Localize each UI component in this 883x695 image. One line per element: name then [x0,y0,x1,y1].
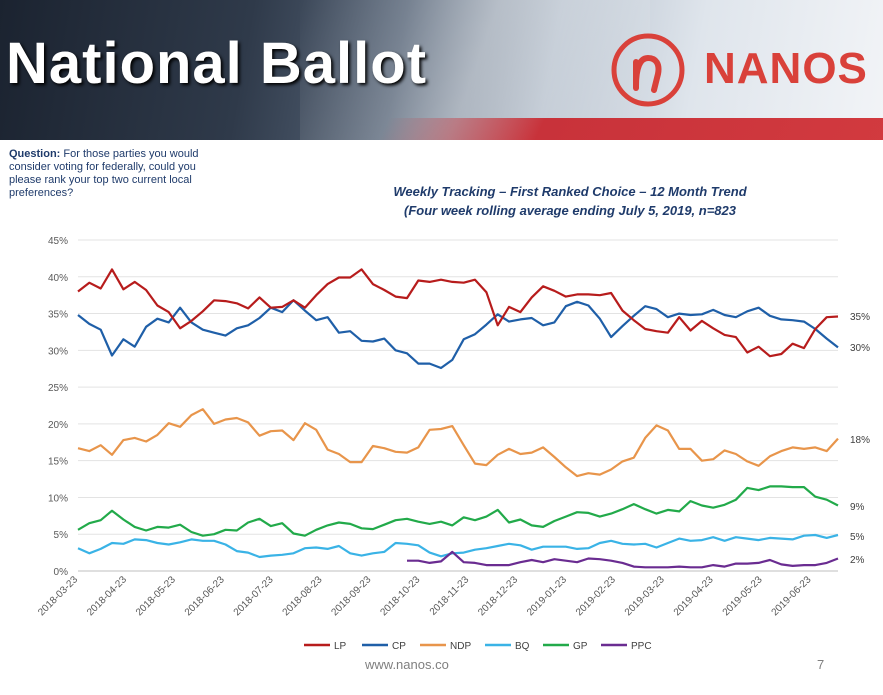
page-number: 7 [817,657,825,672]
series-line-ppc [407,550,839,569]
chart-legend: LP CP NDP BQ GP PPC [304,641,652,652]
legend-label-lp: LP [334,641,347,652]
footer-url[interactable]: www.nanos.co [365,657,449,672]
series-line-lp [77,268,839,358]
series-line-cp [77,299,839,370]
y-tick-label: 25% [48,383,68,394]
x-tick-label: 2019-02-23 [574,574,618,618]
end-label: 9% [850,502,865,513]
x-axis-ticks: 2018-03-23 2018-04-23 2018-05-23 2018-06-23… [36,574,814,618]
series-line-gp [77,485,839,537]
legend-label-ndp: NDP [450,641,471,652]
y-axis-ticks: 0% 5% 10% 15% 20% 25% 30% 35% 40% 45% [48,236,68,578]
chart-title: Weekly Tracking – First Ranked Choice – … [393,184,747,199]
x-tick-label: 2018-12-23 [476,574,520,618]
x-tick-label: 2018-10-23 [378,574,422,618]
end-label: 30% [850,343,870,354]
x-tick-label: 2019-04-23 [672,574,716,618]
header-banner: National Ballot NANOS [0,0,883,140]
x-tick-label: 2018-07-23 [232,574,276,618]
question-text: Question: For those parties you would co… [9,148,209,200]
y-tick-label: 40% [48,273,68,284]
x-tick-label: 2019-05-23 [721,574,765,618]
chart-title-block: Weekly Tracking – First Ranked Choice – … [340,182,800,220]
nanos-logo: NANOS [606,28,867,110]
banner-shine [300,0,650,140]
legend-label-ppc: PPC [631,641,652,652]
x-tick-label: 2018-09-23 [330,574,374,618]
x-tick-label: 2018-05-23 [134,574,178,618]
x-tick-label: 2019-01-23 [525,574,569,618]
legend-label-bq: BQ [515,641,530,652]
y-tick-label: 35% [48,310,68,321]
x-tick-label: 2018-04-23 [85,574,129,618]
y-tick-label: 45% [48,236,68,247]
x-tick-label: 2019-06-23 [770,574,814,618]
end-label: 2% [850,555,865,566]
series-line-ndp [77,408,839,478]
chart-subtitle: (Four week rolling average ending July 5… [404,203,736,218]
chart-series-lines [77,268,839,569]
series-line-bq [77,533,839,559]
legend-label-cp: CP [392,641,406,652]
y-tick-label: 0% [54,567,69,578]
end-value-labels: 35% 30% 18% 9% 5% 2% [850,312,870,566]
y-tick-label: 30% [48,346,68,357]
page-title: National Ballot [6,31,428,96]
x-tick-label: 2018-06-23 [183,574,227,618]
y-tick-label: 15% [48,457,68,468]
logo-text: NANOS [704,44,868,93]
x-tick-label: 2019-03-23 [623,574,667,618]
y-tick-label: 20% [48,420,68,431]
question-body: For those parties you would consider vot… [9,148,199,199]
x-tick-label: 2018-03-23 [36,574,80,618]
legend-label-gp: GP [573,641,588,652]
end-label: 5% [850,532,865,543]
y-tick-label: 10% [48,493,68,504]
y-tick-label: 5% [54,530,69,541]
nanos-n-logo-icon [611,33,685,107]
x-tick-label: 2018-11-23 [428,574,472,618]
x-tick-label: 2018-08-23 [281,574,325,618]
end-label: 18% [850,435,870,446]
end-label: 35% [850,312,870,323]
question-label: Question: [9,148,61,160]
